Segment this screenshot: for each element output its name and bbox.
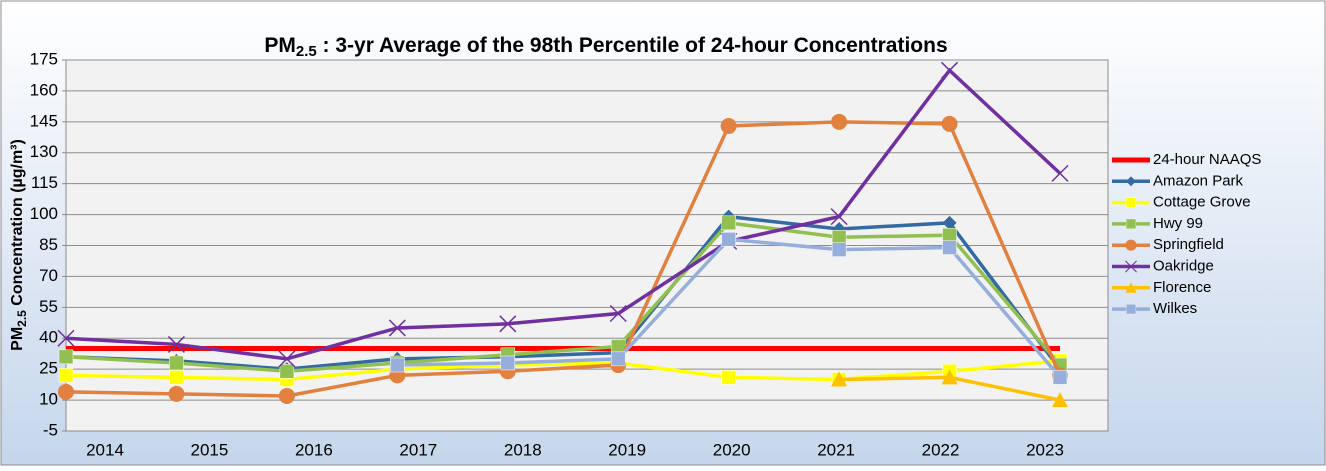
marker xyxy=(609,304,627,323)
series-line xyxy=(65,220,1062,373)
y-tick-label: 40 xyxy=(39,328,58,347)
marker xyxy=(169,355,184,371)
marker xyxy=(941,61,959,79)
x-tick-label: 2017 xyxy=(399,440,437,459)
marker xyxy=(941,369,958,385)
x-tick-label: 2023 xyxy=(1026,440,1064,459)
x-tick-label: 2018 xyxy=(504,440,542,459)
marker xyxy=(942,240,957,255)
y-tick-label: 85 xyxy=(39,235,58,254)
marker xyxy=(388,319,406,337)
x-tick-label: 2019 xyxy=(608,440,646,459)
marker xyxy=(1052,392,1068,408)
marker xyxy=(831,242,847,257)
legend-label: Springfield xyxy=(1153,236,1224,253)
title-part: 2.5 xyxy=(296,43,317,60)
series-line xyxy=(65,214,1062,371)
marker xyxy=(942,227,957,243)
y-tick-label: 115 xyxy=(31,173,58,192)
marker xyxy=(58,383,74,400)
title-part: : 3-yr Average of the 98th Percentile of… xyxy=(317,34,948,57)
legend-label: 24-hour NAAQS xyxy=(1153,151,1261,168)
marker xyxy=(278,350,296,368)
marker xyxy=(941,115,958,132)
marker xyxy=(1052,370,1068,385)
legend-marker xyxy=(1125,282,1137,293)
x-tick-label: 2022 xyxy=(922,440,960,459)
marker xyxy=(831,230,847,245)
marker xyxy=(831,371,848,387)
marker xyxy=(57,329,75,347)
legend-label: Florence xyxy=(1153,279,1211,296)
marker xyxy=(942,215,957,230)
y-axis-label: PM2.5 Concentration (µg/m³) xyxy=(9,139,29,351)
legend-label: Hwy 99 xyxy=(1153,215,1203,232)
marker xyxy=(1051,164,1069,182)
marker xyxy=(610,351,626,367)
x-tick-label: 2016 xyxy=(295,440,333,459)
legend-marker xyxy=(1125,218,1137,229)
marker xyxy=(720,117,737,134)
marker xyxy=(279,363,295,379)
marker xyxy=(831,113,848,130)
marker xyxy=(721,215,736,231)
label-part: 2.5 xyxy=(15,310,29,327)
marker xyxy=(721,232,736,247)
marker xyxy=(390,357,405,373)
y-tick-label: 70 xyxy=(39,266,58,285)
series-line xyxy=(65,120,1062,398)
x-tick-label: 2015 xyxy=(191,440,229,459)
marker xyxy=(278,387,295,404)
marker xyxy=(499,315,517,333)
y-tick-label: -5 xyxy=(43,420,58,439)
legend-marker xyxy=(1125,197,1137,208)
y-tick-label: 100 xyxy=(30,204,58,223)
marker xyxy=(169,370,184,385)
x-tick-label: 2020 xyxy=(713,440,751,459)
marker xyxy=(167,335,185,353)
y-tick-label: 145 xyxy=(30,111,58,130)
marker xyxy=(721,370,736,385)
label-part: PM xyxy=(9,327,26,351)
series-line xyxy=(65,67,1062,361)
y-tick-label: 25 xyxy=(39,359,58,378)
legend-marker xyxy=(1125,304,1137,315)
title-part: PM xyxy=(264,34,296,57)
y-tick-label: 55 xyxy=(39,297,58,316)
marker xyxy=(58,349,74,365)
legend-marker xyxy=(1125,260,1137,273)
y-tick-label: 130 xyxy=(30,142,58,161)
y-tick-label: 10 xyxy=(39,390,58,409)
marker xyxy=(500,355,516,371)
marker xyxy=(830,208,848,226)
y-tick-label: 175 xyxy=(30,49,58,68)
chart-title: PM2.5 : 3-yr Average of the 98th Percent… xyxy=(264,34,947,60)
legend-label: Amazon Park xyxy=(1153,172,1244,189)
marker xyxy=(58,368,74,383)
y-tick-label: 160 xyxy=(30,80,58,99)
label-part: Concentration (µg/m³) xyxy=(9,139,26,310)
legend-label: Cottage Grove xyxy=(1153,194,1251,211)
legend-label: Oakridge xyxy=(1153,257,1214,274)
marker xyxy=(168,385,185,402)
legend-marker xyxy=(1125,239,1137,251)
x-tick-label: 2021 xyxy=(817,440,855,459)
series-line xyxy=(65,359,1061,382)
x-tick-label: 2014 xyxy=(86,440,124,459)
legend-label: Wilkes xyxy=(1153,300,1197,317)
